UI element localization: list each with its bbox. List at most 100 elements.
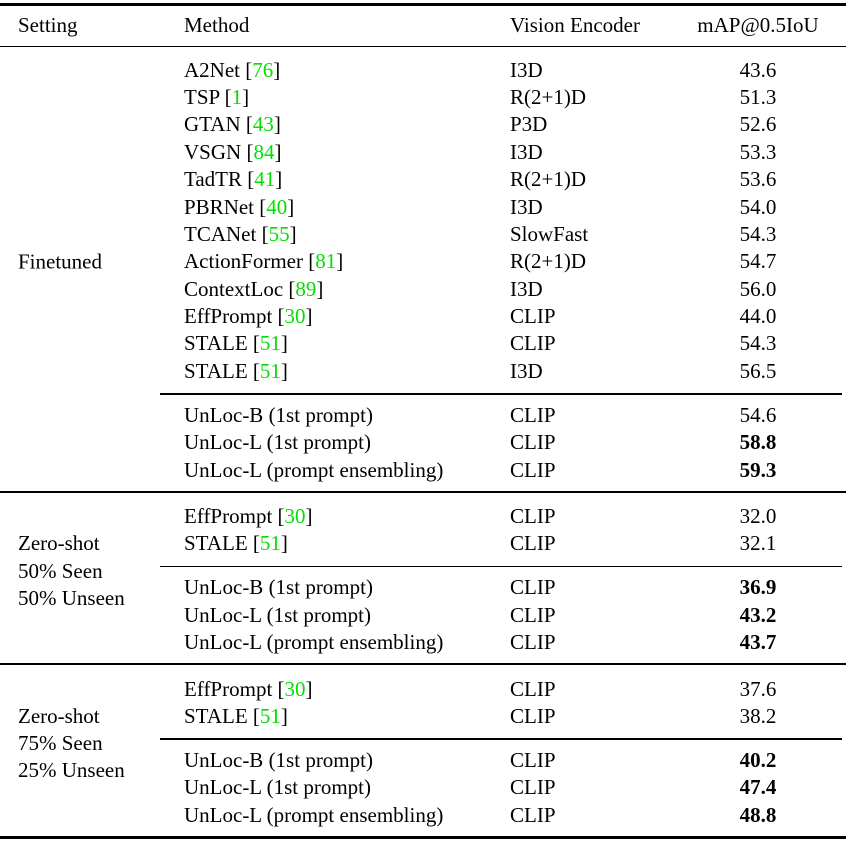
map-cell: 53.6 bbox=[739, 167, 777, 192]
setting-label-line: 25% Unseen bbox=[18, 758, 125, 783]
method-name: STALE bbox=[184, 531, 248, 556]
method-cell: A2Net [76] bbox=[184, 58, 510, 83]
table-row: STALE [51] CLIP 32.1 bbox=[0, 530, 846, 557]
map-cell: 59.3 bbox=[739, 457, 777, 482]
citation-bracket: ] bbox=[305, 304, 313, 329]
citation-link[interactable]: 41 bbox=[254, 167, 276, 192]
citation-bracket: [ bbox=[283, 276, 296, 301]
citation-bracket: ] bbox=[305, 504, 313, 529]
citation-link[interactable]: 51 bbox=[259, 358, 281, 383]
encoder-cell: R(2+1)D bbox=[510, 84, 587, 109]
table-row: EffPrompt [30] CLIP 37.6 bbox=[0, 675, 846, 702]
method-cell: UnLoc-B (1st prompt) bbox=[184, 403, 510, 428]
citation-link[interactable]: 30 bbox=[284, 504, 306, 529]
citation-bracket: ] bbox=[275, 167, 283, 192]
table-rule-header bbox=[0, 45, 846, 48]
encoder-cell: CLIP bbox=[510, 457, 556, 482]
method-cell: UnLoc-L (1st prompt) bbox=[184, 603, 510, 628]
baseline-rows-group: EffPrompt [30] CLIP 32.0 STALE [51] CLIP… bbox=[0, 493, 846, 558]
citation-bracket: [ bbox=[247, 331, 260, 356]
method-name: ContextLoc bbox=[184, 276, 284, 301]
table-row: UnLoc-L (1st prompt) CLIP 47.4 bbox=[0, 774, 846, 801]
encoder-cell: I3D bbox=[510, 194, 543, 219]
encoder-cell: SlowFast bbox=[510, 221, 589, 246]
citation-link[interactable]: 55 bbox=[268, 221, 290, 246]
map-cell: 43.2 bbox=[739, 602, 777, 627]
method-name: TCANet bbox=[184, 221, 257, 246]
method-name: VSGN bbox=[184, 139, 242, 164]
method-cell: UnLoc-L (prompt ensembling) bbox=[184, 803, 510, 828]
setting-label-line: Zero-shot bbox=[18, 703, 100, 728]
encoder-cell: CLIP bbox=[510, 676, 556, 701]
setting-label: Finetuned bbox=[18, 248, 102, 275]
baseline-rows-group: A2Net [76] I3D 43.6 TSP [1] R(2+1)D 51.3… bbox=[0, 47, 846, 385]
citation-link[interactable]: 89 bbox=[295, 276, 317, 301]
encoder-cell: I3D bbox=[510, 139, 543, 164]
method-name: GTAN bbox=[184, 112, 241, 137]
citation-bracket: [ bbox=[272, 504, 285, 529]
encoder-cell: CLIP bbox=[510, 504, 556, 529]
map-cell: 53.3 bbox=[739, 139, 777, 164]
method-name: TadTR bbox=[184, 167, 243, 192]
citation-link[interactable]: 76 bbox=[252, 57, 274, 82]
map-cell: 56.5 bbox=[739, 358, 777, 383]
map-cell: 38.2 bbox=[739, 703, 777, 728]
citation-bracket: [ bbox=[247, 703, 260, 728]
citation-bracket: ] bbox=[273, 57, 281, 82]
citation-bracket: [ bbox=[241, 139, 254, 164]
table-rule-bottom bbox=[0, 835, 846, 839]
encoder-cell: CLIP bbox=[510, 575, 556, 600]
citation-bracket: [ bbox=[247, 531, 260, 556]
method-name: ActionFormer bbox=[184, 249, 303, 274]
map-cell: 32.0 bbox=[739, 504, 777, 529]
citation-bracket: ] bbox=[242, 84, 250, 109]
unloc-rows-group: UnLoc-B (1st prompt) CLIP 36.9 UnLoc-L (… bbox=[0, 574, 846, 656]
method-cell: UnLoc-L (1st prompt) bbox=[184, 430, 510, 455]
citation-link[interactable]: 1 bbox=[231, 84, 243, 109]
table-row: TCANet [55] SlowFast 54.3 bbox=[0, 221, 846, 248]
citation-link[interactable]: 40 bbox=[266, 194, 288, 219]
unloc-rows-group: UnLoc-B (1st prompt) CLIP 40.2 UnLoc-L (… bbox=[0, 747, 846, 829]
method-name: UnLoc-L (prompt ensembling) bbox=[184, 630, 444, 655]
encoder-cell: R(2+1)D bbox=[510, 249, 587, 274]
citation-link[interactable]: 30 bbox=[284, 304, 306, 329]
citation-link[interactable]: 43 bbox=[252, 112, 274, 137]
method-cell: ContextLoc [89] bbox=[184, 277, 510, 302]
column-header-map: mAP@0.5IoU bbox=[697, 13, 819, 38]
citation-bracket: ] bbox=[336, 249, 344, 274]
citation-bracket: [ bbox=[256, 221, 269, 246]
table-row: STALE [51] CLIP 38.2 bbox=[0, 703, 846, 730]
map-cell: 56.0 bbox=[739, 276, 777, 301]
method-cell: UnLoc-L (prompt ensembling) bbox=[184, 630, 510, 655]
encoder-cell: CLIP bbox=[510, 531, 556, 556]
citation-link[interactable]: 51 bbox=[259, 703, 281, 728]
setting-label-line: 50% Unseen bbox=[18, 585, 125, 610]
method-cell: EffPrompt [30] bbox=[184, 677, 510, 702]
citation-link[interactable]: 84 bbox=[253, 139, 275, 164]
map-cell: 40.2 bbox=[739, 747, 777, 772]
citation-link[interactable]: 51 bbox=[259, 531, 281, 556]
encoder-cell: I3D bbox=[510, 57, 543, 82]
citation-bracket: ] bbox=[280, 358, 288, 383]
encoder-cell: I3D bbox=[510, 358, 543, 383]
citation-bracket: ] bbox=[305, 676, 313, 701]
method-cell: UnLoc-B (1st prompt) bbox=[184, 575, 510, 600]
table-row: ContextLoc [89] I3D 56.0 bbox=[0, 276, 846, 303]
citation-link[interactable]: 51 bbox=[259, 331, 281, 356]
setting-label: Zero-shot 50% Seen 50% Unseen bbox=[18, 530, 125, 612]
table-body: Finetuned A2Net [76] I3D 43.6 TSP [1] R(… bbox=[0, 47, 846, 839]
unloc-rows-group: UnLoc-B (1st prompt) CLIP 54.6 UnLoc-L (… bbox=[0, 402, 846, 484]
encoder-cell: CLIP bbox=[510, 630, 556, 655]
method-name: STALE bbox=[184, 703, 248, 728]
method-cell: STALE [51] bbox=[184, 359, 510, 384]
citation-bracket: [ bbox=[272, 676, 285, 701]
method-name: TSP bbox=[184, 84, 220, 109]
method-name: UnLoc-B (1st prompt) bbox=[184, 402, 373, 427]
map-cell: 43.6 bbox=[739, 57, 777, 82]
encoder-cell: CLIP bbox=[510, 402, 556, 427]
method-name: EffPrompt bbox=[184, 676, 273, 701]
column-header-vision-encoder: Vision Encoder bbox=[510, 13, 640, 38]
table-rule-top bbox=[0, 3, 846, 6]
citation-link[interactable]: 30 bbox=[284, 676, 306, 701]
citation-link[interactable]: 81 bbox=[315, 249, 337, 274]
